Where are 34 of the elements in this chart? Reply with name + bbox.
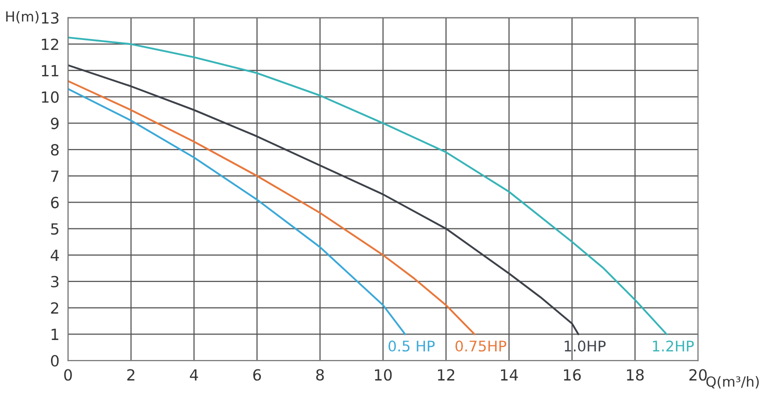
y-tick-label: 11 — [42, 65, 58, 76]
x-tick-label: 18 — [626, 369, 644, 381]
y-tick-label: 1 — [52, 328, 58, 340]
y-tick-label: 13 — [42, 12, 58, 24]
x-tick-label: 8 — [316, 369, 324, 381]
x-tick-label: 4 — [190, 369, 198, 380]
y-tick-label: 4 — [50, 250, 59, 261]
x-axis-title: Q(m³/h) — [706, 376, 759, 388]
x-tick-label: 14 — [500, 369, 518, 380]
line-series — [68, 64, 580, 336]
x-tick-label: 10 — [374, 369, 392, 381]
series-label: 1.2HP — [652, 340, 694, 352]
series-label: 0.5 HP — [388, 340, 435, 352]
line-series — [68, 36, 668, 336]
series-label: 0.75HP — [456, 340, 506, 352]
y-tick-label: 7 — [51, 170, 58, 182]
y-tick-label: 9 — [50, 118, 59, 130]
y-tick-label: 3 — [51, 276, 58, 288]
y-tick-label: 12 — [42, 38, 58, 50]
y-tick-label: 10 — [42, 91, 59, 103]
y-tick-label: 6 — [51, 196, 59, 208]
y-axis-title: H(m) — [6, 11, 38, 24]
line-series — [68, 88, 406, 336]
x-tick-label: 20 — [689, 369, 707, 381]
line-series — [68, 80, 476, 336]
x-tick-label: 2 — [127, 369, 134, 380]
x-tick-label: 6 — [253, 369, 261, 381]
y-tick-label: 0 — [50, 354, 59, 367]
x-tick-label: 16 — [564, 369, 581, 381]
x-tick-label: 0 — [64, 369, 72, 381]
y-tick-label: 5 — [51, 223, 58, 235]
y-tick-label: 8 — [51, 144, 59, 156]
x-tick-label: 12 — [438, 369, 454, 380]
y-tick-label: 2 — [51, 302, 58, 314]
